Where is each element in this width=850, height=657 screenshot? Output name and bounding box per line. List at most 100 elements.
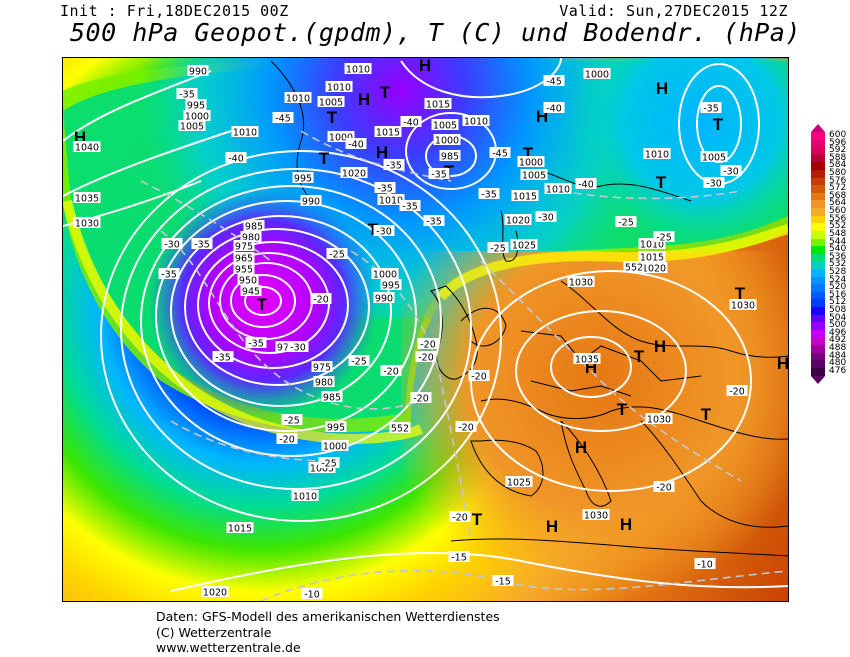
isobar-label: 990 [300, 195, 322, 208]
legend-swatch [811, 276, 825, 285]
isobar-label-text: 1040 [75, 143, 99, 154]
isotherm-label: -30 [703, 177, 725, 190]
weather-map: HHHHHHHHHHHHTTTTTTTTTTTTTT 9909951000100… [62, 57, 789, 602]
isobar-label: 1010 [462, 115, 490, 128]
legend-value: 504 [829, 312, 847, 323]
legend-entry: 484 [811, 351, 847, 361]
isobar-label-text: 990 [375, 294, 393, 305]
isobar-label-text: 1010 [640, 240, 664, 251]
isobar-label: 1015 [511, 190, 539, 203]
isobar-label-text: 980 [242, 233, 260, 244]
isobar-label: 995 [185, 99, 207, 112]
isobar-label-text: 1025 [507, 478, 531, 489]
isobar-label-text: 990 [302, 197, 320, 208]
legend-value: 528 [829, 266, 847, 277]
legend-entry: 500 [811, 320, 847, 330]
isobar-label: 1020 [504, 214, 532, 227]
map-canvas: HHHHHHHHHHHHTTTTTTTTTTTTTT 9909951000100… [63, 58, 788, 601]
legend-entry: 508 [811, 305, 847, 315]
high-pressure-marker: H [656, 79, 668, 98]
isotherm-label-text: -45 [546, 77, 562, 88]
isotherm-label: -45 [272, 112, 294, 125]
isobar-label: 990 [187, 65, 209, 78]
northeast-cold-pool [561, 58, 788, 258]
credit-copyright: (C) Wetterzentrale [156, 624, 272, 640]
isotherm-label-text: -35 [161, 270, 177, 281]
legend-value: 588 [829, 152, 847, 163]
legend-top-arrow [811, 124, 825, 132]
isobar-label-text: 1000 [323, 442, 347, 453]
yellow-band-west [63, 199, 423, 444]
isobar-label-text: 995 [382, 281, 400, 292]
legend-entry: 584 [811, 160, 847, 170]
isobar-label-text: 1010 [346, 65, 370, 76]
legend-value: 492 [829, 335, 847, 346]
isobar-label-text: 1035 [575, 355, 599, 366]
isotherm-label-text: -40 [578, 180, 594, 191]
init-time: Init : Fri,18DEC2015 00Z [60, 2, 289, 20]
isobar-label: 985 [439, 150, 461, 163]
legend-value: 556 [829, 213, 847, 224]
isobar-label: 945 [240, 285, 262, 298]
isotherm-label-text: -20 [452, 513, 468, 524]
legend-bottom-arrow [811, 375, 825, 384]
contour-labels: 9909951000100510101040103510301010101010… [73, 63, 757, 601]
isotherm-label-text: -30 [723, 167, 739, 178]
legend-swatch [811, 246, 825, 254]
isobar-label-text: 995 [327, 423, 345, 434]
isobar-label: 1035 [73, 192, 101, 205]
legend-entry: 580 [811, 168, 847, 178]
isotherm-label: -45 [489, 147, 511, 160]
low-pressure-marker: T [523, 144, 534, 163]
isotherm-label: -20 [410, 392, 432, 405]
isobar-label-text: 985 [441, 152, 459, 163]
isotherm-label: -25 [348, 355, 370, 368]
isobar-label-text: 1010 [546, 185, 570, 196]
color-legend: 600 596 592 588 584 580 576 572 568 564 560 556 552 5… [811, 124, 847, 384]
isobar-label: 975 [311, 361, 333, 374]
isobar-label-text: 1000 [373, 270, 397, 281]
isobar-label: 1040 [73, 141, 101, 154]
legend-value: 576 [829, 175, 847, 186]
legend-entry: 544 [811, 237, 847, 247]
legend-swatch [811, 132, 825, 140]
credit-website[interactable]: www.wetterzentrale.de [156, 640, 301, 655]
isotherm-label: -20 [417, 338, 439, 351]
isobar-label: 1005 [520, 169, 548, 182]
legend-entry: 512 [811, 297, 847, 308]
isotherm-label-text: -40 [348, 140, 364, 151]
isobar-label-text: 990 [189, 67, 207, 78]
isobar-label-text: 1010 [379, 196, 403, 207]
legend-swatch [811, 345, 825, 353]
high-pressure-marker: H [376, 143, 388, 162]
low-pressure-marker: T [380, 83, 391, 102]
legend-swatch [811, 177, 825, 186]
isobar-label: 970 [275, 341, 297, 354]
isobar-label-text: 1010 [645, 150, 669, 161]
isobar-label: 1010 [344, 63, 372, 76]
isobar-label-text: 965 [235, 254, 253, 265]
isobar-label-text: 1035 [75, 194, 99, 205]
legend-value: 496 [829, 327, 847, 338]
low-pressure-marker: T [368, 220, 379, 239]
isobar-label: 1000 [583, 68, 611, 81]
isobar-label: 1000 [517, 156, 545, 169]
legend-entry: 548 [811, 229, 847, 239]
isobars [63, 58, 788, 592]
legend-swatch [811, 238, 825, 247]
legend-value: 540 [829, 244, 847, 255]
isobar-label-text: 1030 [647, 415, 671, 426]
isobar-label-text: 1030 [75, 219, 99, 230]
legend-value: 512 [829, 297, 847, 308]
isotherm-label-text: -45 [275, 114, 291, 125]
isotherm-label-text: -25 [321, 459, 337, 470]
isobar-label-text: 1030 [584, 511, 608, 522]
isotherm-label: -35 [428, 168, 450, 181]
isotherm-label: -35 [158, 268, 180, 281]
isobar-label-text: 985 [323, 393, 341, 404]
isotherm-label: -25 [318, 457, 340, 470]
isobar-label-text: 1000 [585, 70, 609, 81]
yellow-band-east [437, 224, 788, 301]
isotherm-label: -35 [423, 215, 445, 228]
isotherm-label: -35 [212, 351, 234, 364]
